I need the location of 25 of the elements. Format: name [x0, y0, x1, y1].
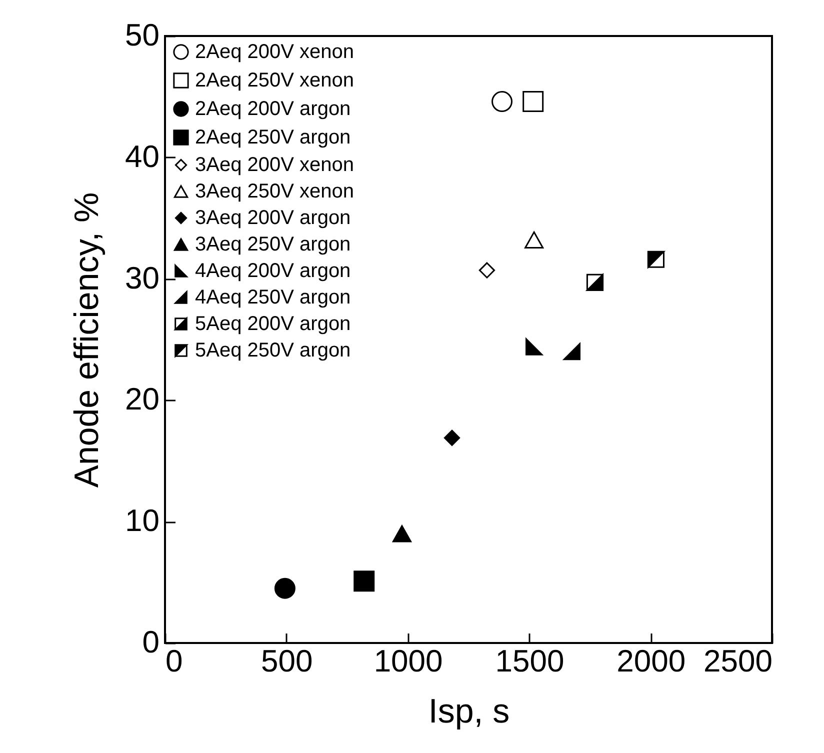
- legend-label: 3Aeq 200V xenon: [195, 154, 354, 176]
- y-tick-label: 30: [125, 260, 160, 296]
- legend-label: 4Aeq 200V argon: [195, 260, 351, 282]
- legend-label: 5Aeq 250V argon: [195, 340, 351, 362]
- legend-label: 3Aeq 250V xenon: [195, 180, 354, 202]
- legend-label: 2Aeq 250V xenon: [195, 70, 354, 92]
- legend-label: 5Aeq 200V argon: [195, 313, 351, 335]
- legend-label: 2Aeq 250V argon: [195, 126, 351, 148]
- x-tick-label: 1500: [495, 644, 564, 678]
- x-tick-label: 500: [261, 644, 313, 678]
- y-axis-title: Anode efficiency, %: [68, 192, 106, 488]
- y-tick-label: 10: [125, 503, 160, 538]
- legend-label: 2Aeq 200V xenon: [195, 41, 354, 63]
- y-tick-label: 50: [125, 18, 160, 52]
- x-axis-title: Isp, s: [428, 692, 510, 730]
- legend-label: 3Aeq 250V argon: [195, 234, 351, 256]
- x-tick-label: 2500: [704, 644, 772, 678]
- y-tick-label: 40: [125, 138, 160, 174]
- legend-label: 4Aeq 250V argon: [195, 286, 351, 308]
- legend-label: 2Aeq 200V argon: [195, 98, 351, 120]
- x-tick-label: 0: [166, 644, 183, 678]
- y-tick-label: 20: [125, 382, 160, 417]
- legend-label: 3Aeq 200V argon: [195, 207, 351, 229]
- x-tick-label: 2000: [616, 644, 686, 678]
- x-tick-label: 1000: [374, 644, 443, 678]
